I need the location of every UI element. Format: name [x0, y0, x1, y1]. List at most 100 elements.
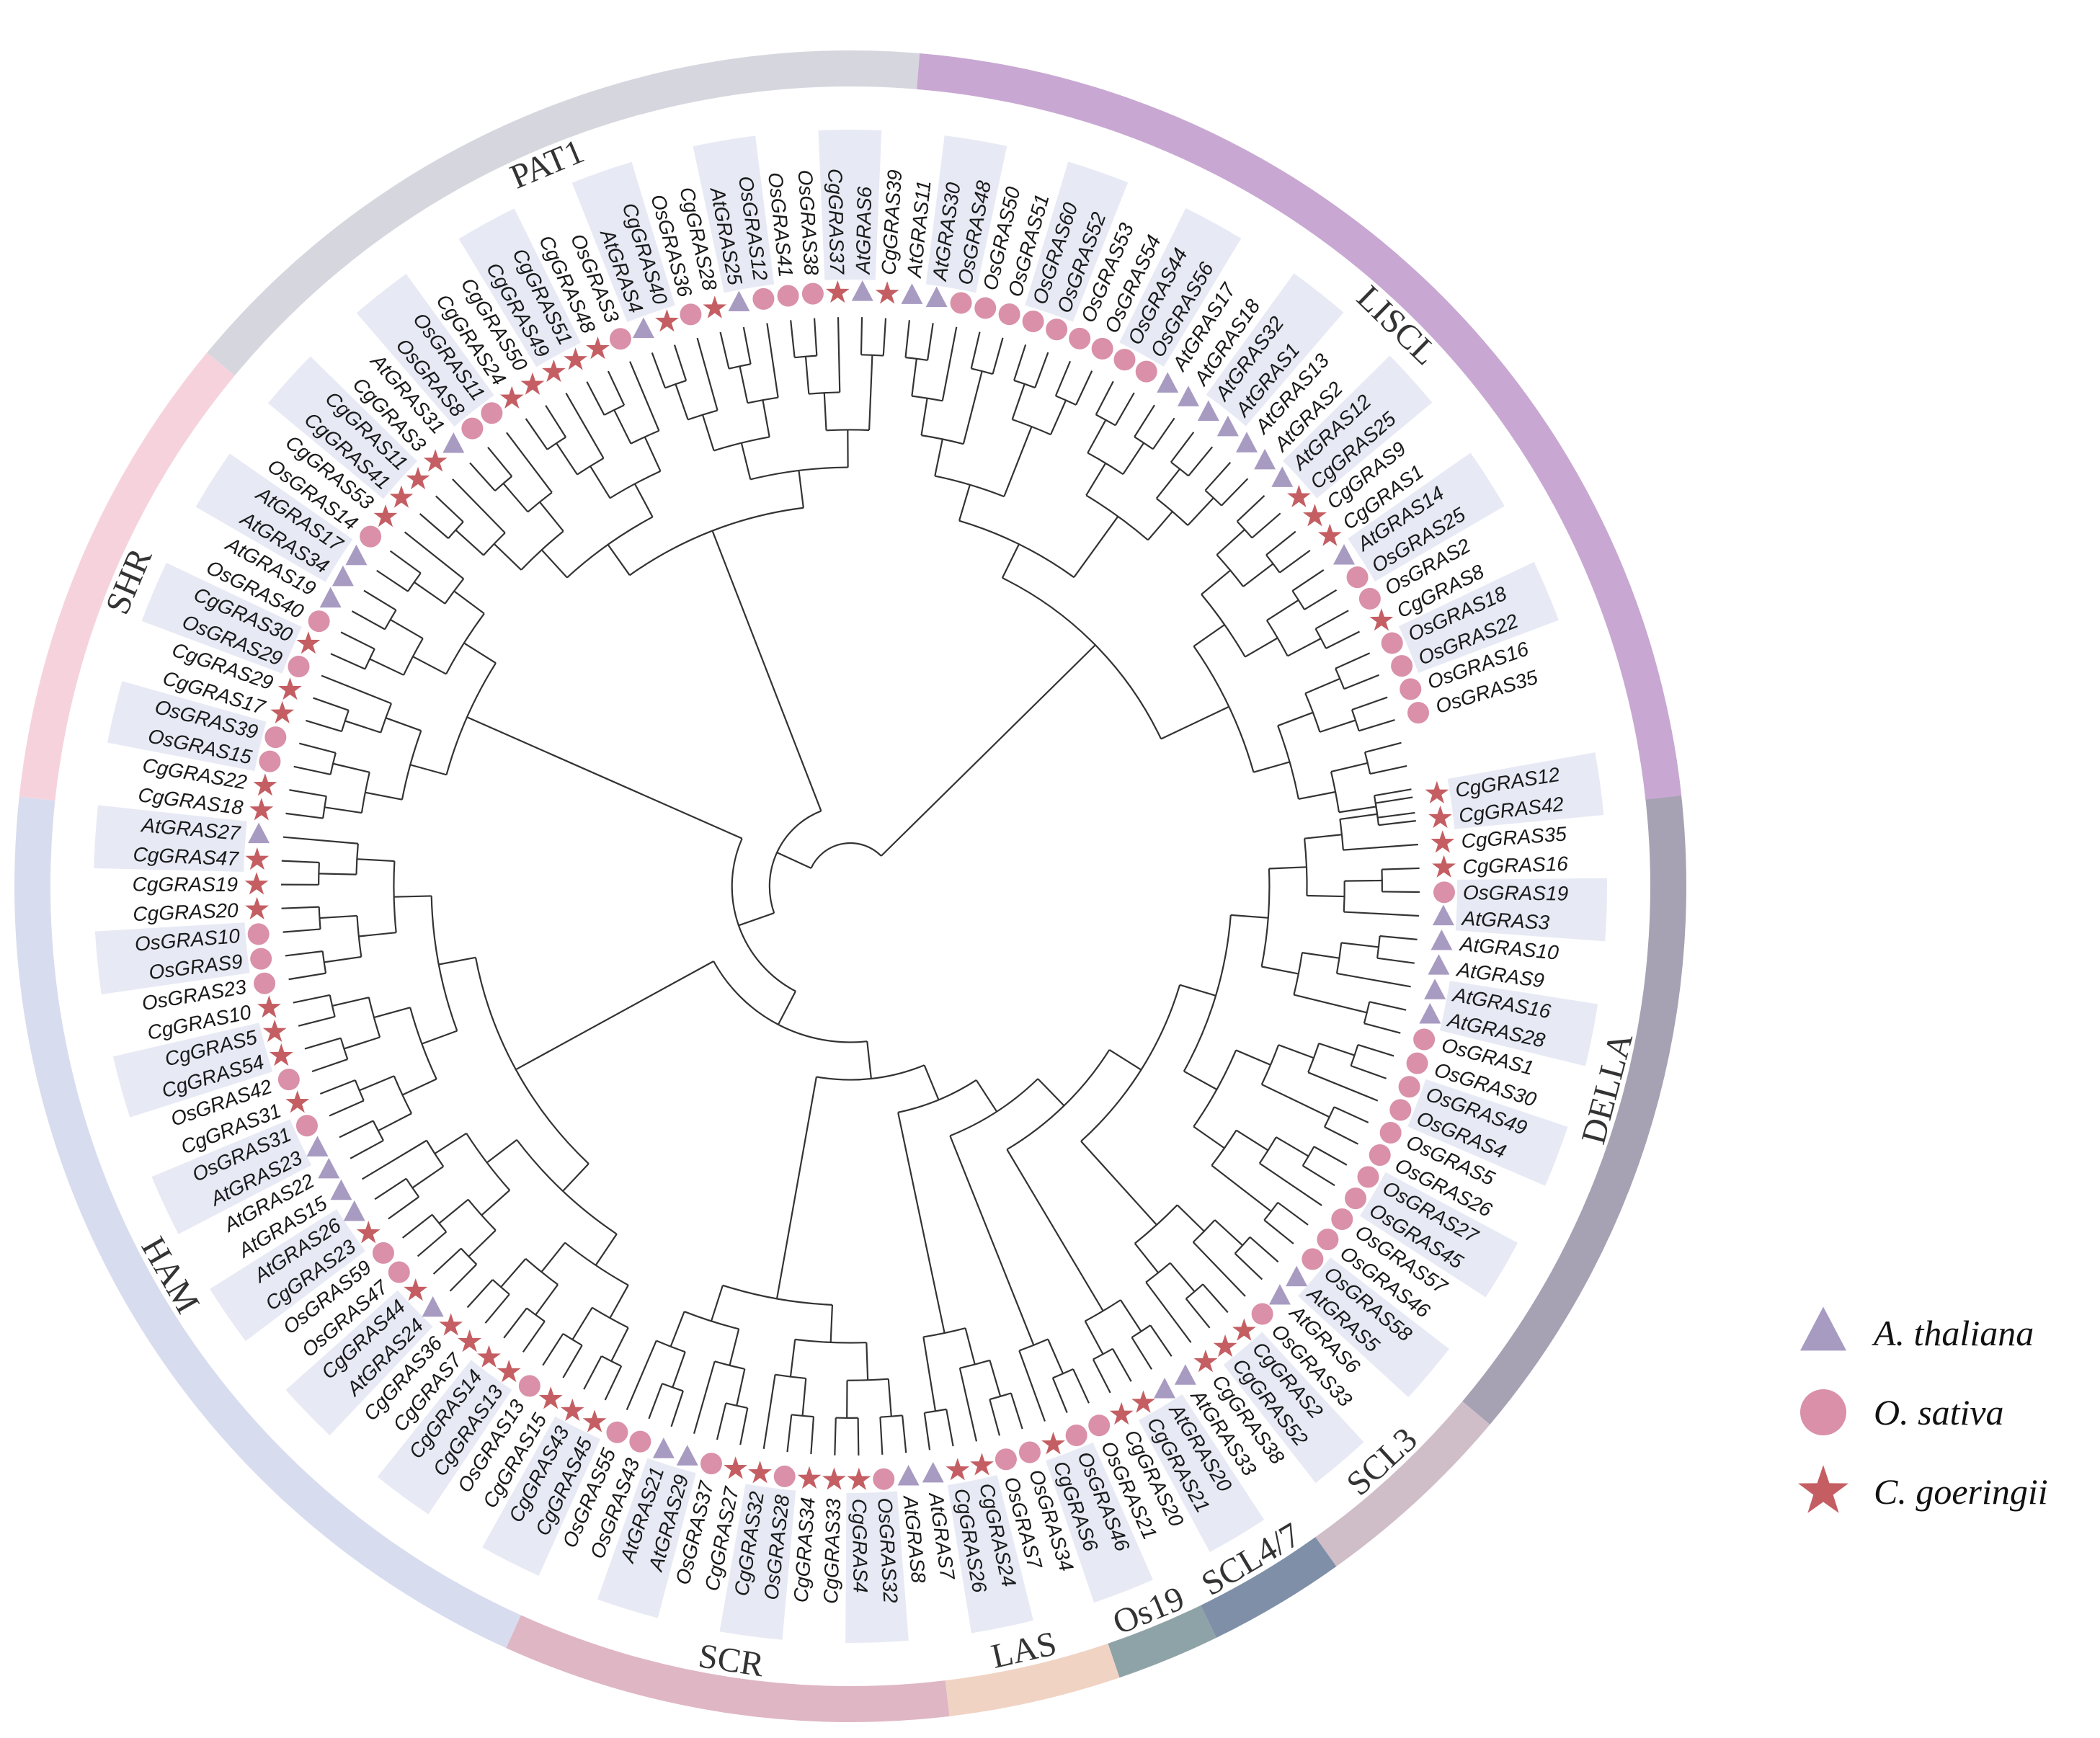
clade-branch — [1261, 966, 1299, 975]
clade-branch — [789, 1339, 796, 1377]
clade-branch — [962, 370, 983, 445]
marker-o--sativa — [264, 726, 287, 749]
marker-a--thaliana — [897, 1464, 920, 1486]
marker-c--goeringii — [497, 1359, 521, 1383]
marker-c--goeringii — [970, 1453, 994, 1476]
clade-branch — [1092, 1358, 1111, 1394]
clade-branch — [535, 1284, 559, 1316]
marker-c--goeringii — [847, 1467, 871, 1490]
clade-branch — [304, 1037, 342, 1050]
marker-c--goeringii — [1193, 1350, 1218, 1373]
leaf-label: CgGRAS4 — [848, 1499, 872, 1593]
clade-branch — [1369, 1001, 1407, 1011]
clade-branch — [1236, 495, 1265, 522]
marker-c--goeringii — [270, 700, 295, 723]
clade-branch — [1216, 529, 1245, 556]
clade-arc — [1006, 1049, 1111, 1151]
clade-branch — [1330, 762, 1369, 773]
marker-o--sativa — [801, 282, 824, 305]
clade-arc — [1002, 577, 1162, 739]
clade-branch — [376, 569, 409, 592]
clade-arc — [1258, 1136, 1277, 1164]
marker-o--sativa — [752, 288, 775, 310]
clade-arc — [809, 391, 840, 395]
clade-branch — [1114, 392, 1135, 426]
leaf-label: AtGRAS6 — [852, 186, 876, 275]
clade-branch — [866, 1041, 872, 1079]
clade-branch — [293, 994, 330, 1004]
clade-branch — [1249, 1236, 1279, 1263]
clade-arc — [516, 1139, 618, 1235]
clade-branch — [282, 928, 321, 933]
subfamily-arc-scr — [506, 1615, 950, 1722]
marker-c--goeringii — [249, 798, 274, 821]
clade-arc — [810, 842, 882, 869]
clade-branch — [1214, 1219, 1243, 1247]
clade-branch — [693, 1361, 716, 1434]
clade-arc — [713, 961, 868, 1043]
clade-branch — [1382, 891, 1420, 893]
clade-branch — [515, 961, 714, 1071]
label-band — [1046, 1442, 1153, 1603]
legend-label: C. goeringii — [1874, 1471, 2048, 1512]
marker-o--sativa — [1135, 360, 1157, 383]
marker-o--sativa — [388, 1261, 410, 1283]
clade-branch — [887, 1378, 892, 1417]
clade-branch — [879, 1417, 884, 1455]
leaf-labels: CgGRAS12CgGRAS42CgGRAS35CgGRAS16OsGRAS19… — [133, 169, 1569, 1605]
marker-c--goeringii — [586, 337, 610, 360]
clade-branch — [696, 337, 718, 411]
subfamily-arcs — [14, 50, 1686, 1722]
clade-branch — [359, 1075, 395, 1092]
marker-o--sativa — [773, 1465, 796, 1487]
clade-branch — [434, 1132, 467, 1154]
label-band — [1455, 878, 1607, 942]
clade-arc — [372, 1120, 384, 1141]
clade-branch — [633, 483, 654, 517]
clade-branch — [923, 1064, 940, 1100]
label-band — [1206, 273, 1344, 427]
leaf-label: OsGRAS19 — [1463, 881, 1569, 904]
clade-branch — [964, 1327, 976, 1365]
clade-arc — [1260, 1044, 1280, 1085]
clade-branch — [565, 393, 605, 459]
marker-c--goeringii — [538, 1386, 563, 1409]
marker-c--goeringii — [1213, 1334, 1237, 1358]
clade-branch — [607, 370, 626, 406]
legend-star-icon — [1798, 1465, 1848, 1513]
clade-branch — [319, 914, 357, 919]
clade-branch — [1245, 637, 1278, 658]
clade-branch — [762, 399, 770, 437]
clade-arc — [794, 355, 817, 359]
clade-branch — [609, 1285, 629, 1319]
clade-arc — [1012, 419, 1051, 436]
clade-branch — [1211, 1164, 1272, 1213]
clade-arc — [656, 1340, 686, 1353]
clade-branch — [481, 1189, 510, 1216]
clade-arc — [448, 521, 464, 539]
clade-branch — [463, 642, 497, 664]
marker-a--thaliana — [318, 1157, 340, 1179]
clade-branch — [324, 806, 362, 814]
marker-o--sativa — [1379, 1122, 1402, 1144]
clade-branch — [1072, 1368, 1090, 1404]
clade-branch — [1338, 806, 1376, 814]
clade-branch — [414, 581, 446, 605]
marker-a--thaliana — [345, 544, 368, 566]
clade-branch — [1080, 1141, 1157, 1226]
clade-branch — [1201, 569, 1231, 595]
clade-branch — [1304, 589, 1338, 610]
marker-a--thaliana — [1333, 543, 1356, 565]
clade-branch — [357, 858, 395, 863]
marker-a--thaliana — [1432, 904, 1454, 926]
clade-branch — [305, 719, 342, 733]
clade-branch — [1013, 344, 1027, 381]
clade-arc — [713, 436, 770, 452]
clade-branch — [1169, 1262, 1196, 1293]
marker-a--thaliana — [330, 1179, 352, 1200]
clade-branch — [1179, 984, 1216, 997]
marker-o--sativa — [1381, 632, 1403, 654]
clade-arc — [354, 1079, 365, 1101]
clade-branch — [651, 352, 666, 388]
marker-o--sativa — [277, 1069, 300, 1091]
